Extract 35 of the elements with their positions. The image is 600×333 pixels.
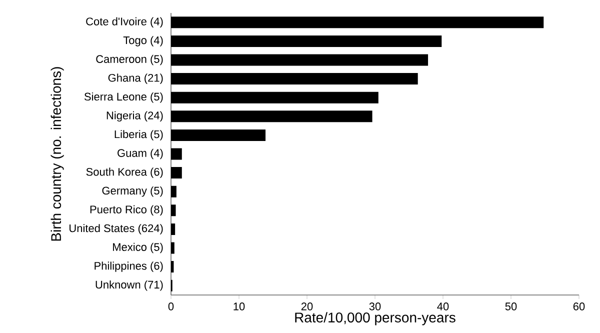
- x-tick-label: 40: [437, 302, 449, 310]
- y-tick-label: Puerto Rico (8): [90, 205, 163, 216]
- y-tick-label: Sierra Leone (5): [84, 92, 163, 103]
- bar: [171, 110, 372, 122]
- y-tick-label: Cameroon (5): [96, 54, 163, 66]
- x-axis-title: Rate/10,000 person-years: [295, 312, 456, 326]
- y-tick-label: Mexico (5): [113, 242, 163, 254]
- x-tick-label: 30: [369, 302, 381, 310]
- bar: [171, 129, 266, 141]
- bar: [171, 167, 182, 179]
- y-tick-label: Nigeria (24): [106, 111, 163, 122]
- y-tick-label: Philippines (6): [94, 262, 163, 272]
- y-axis-title: Birth country (no. infections): [50, 67, 64, 241]
- bar: [171, 54, 428, 66]
- bar: [171, 35, 442, 47]
- y-tick-label: Togo (4): [123, 36, 163, 46]
- bar: [171, 92, 378, 104]
- y-tick-label: Germany (5): [102, 186, 163, 197]
- y-tick-label: United States (624): [70, 224, 163, 234]
- y-tick-label: Guam (4): [118, 148, 163, 160]
- y-tick-label: Cote d'Ivoire (4): [86, 17, 163, 28]
- y-tick-label: Unknown (71): [96, 280, 163, 291]
- x-tick-label: 10: [234, 302, 245, 310]
- x-tick-label: 60: [573, 302, 585, 310]
- bar: [171, 73, 418, 85]
- bar: [171, 148, 182, 160]
- bar: [171, 204, 176, 216]
- x-tick-label: 50: [505, 302, 517, 310]
- x-tick-label: 0: [168, 302, 174, 310]
- y-tick-label: Liberia (5): [114, 130, 163, 140]
- y-tick-label: South Korea (6): [86, 168, 163, 178]
- bar: [171, 16, 544, 28]
- y-tick-label: Ghana (21): [108, 74, 163, 84]
- x-tick-label: 20: [301, 302, 313, 310]
- bar: [171, 186, 176, 198]
